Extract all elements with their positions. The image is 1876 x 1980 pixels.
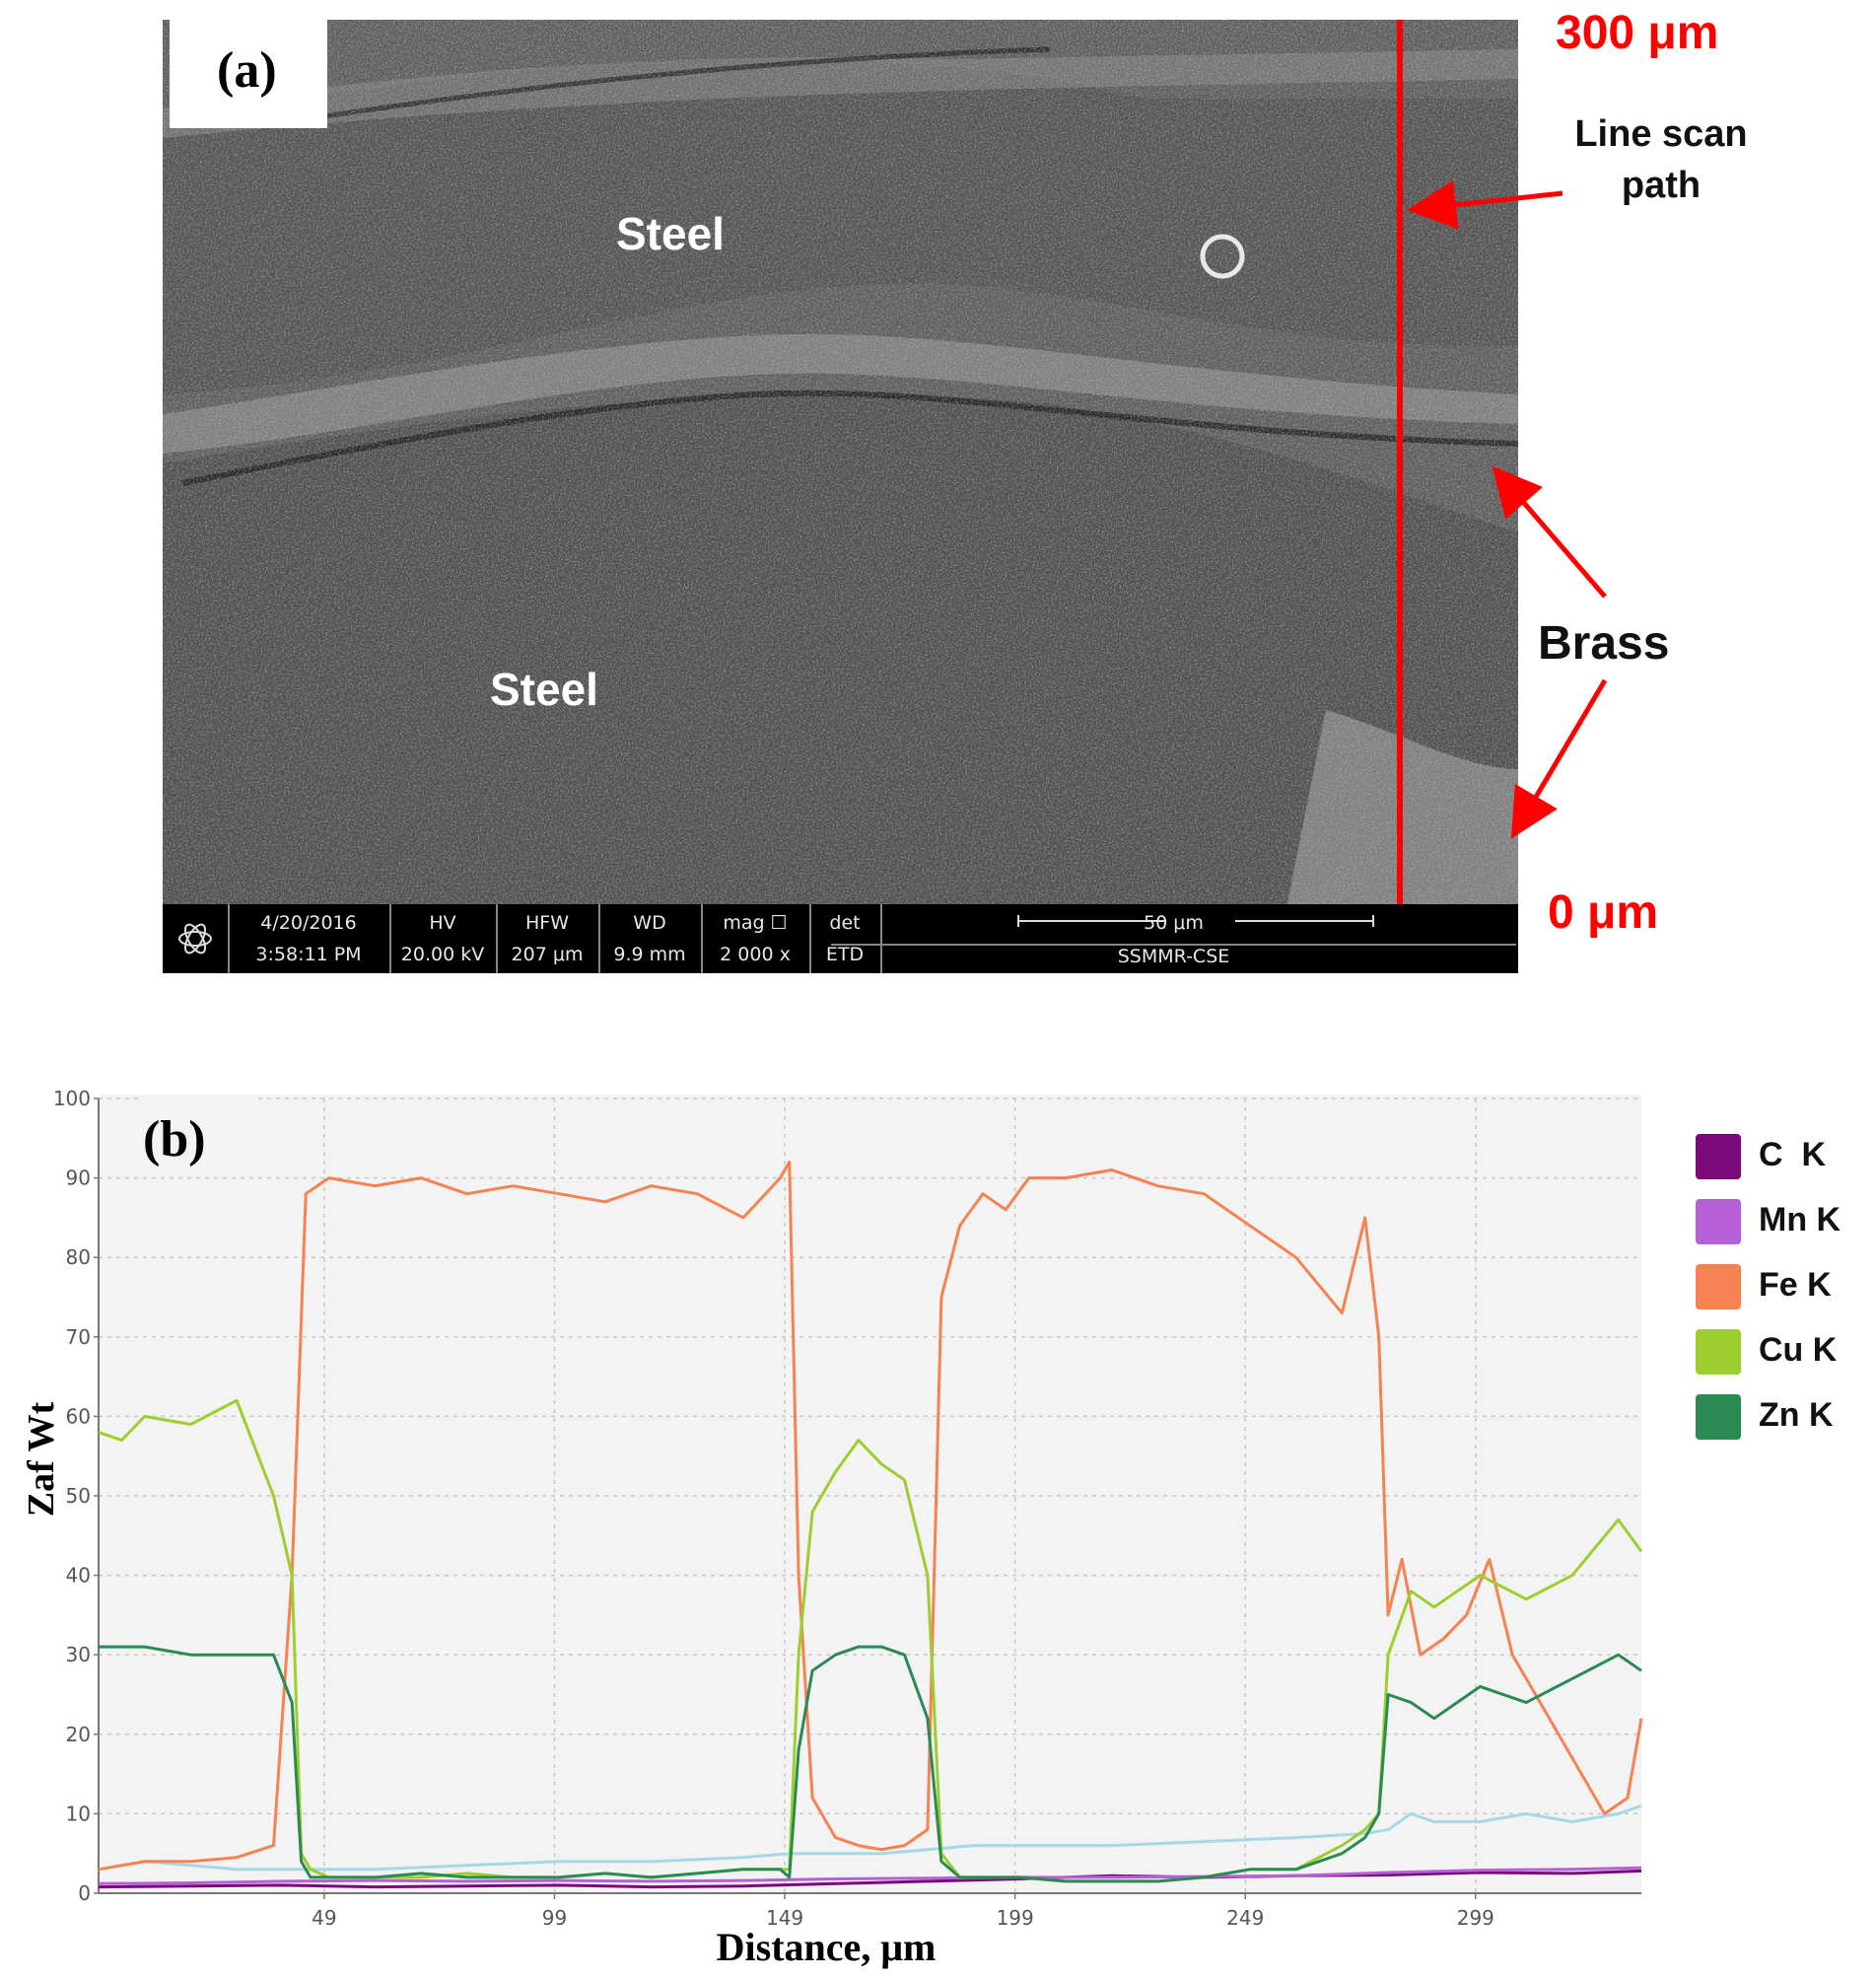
info-hfw-value: 207 μm [511, 944, 584, 965]
info-det-value: ETD [825, 944, 865, 965]
panel-a-label-box: (a) [170, 20, 327, 128]
y-tick-label: 70 [66, 1325, 91, 1349]
line-scan-label: Line scan path [1538, 108, 1784, 211]
y-tick-label: 10 [66, 1802, 91, 1825]
brass-arrow-lower [1510, 678, 1608, 839]
y-axis-label: Zaf Wt [21, 1401, 62, 1517]
y-tick-label: 0 [78, 1881, 91, 1905]
series-line-c-k [98, 1869, 1642, 1889]
legend-label: Fe K [1759, 1266, 1832, 1304]
fei-logo-icon [163, 904, 230, 973]
lab-name: SSMMR-CSE [831, 944, 1516, 967]
info-mag: mag ☐ 2 000 x [701, 904, 811, 973]
info-hfw: HFW 207 μm [496, 904, 600, 973]
panel-b-letter: (b) [143, 1111, 206, 1167]
legend-swatch [1696, 1329, 1741, 1375]
line-scan-label-line2: path [1621, 165, 1702, 206]
scale-bottom-label: 0 μm [1548, 886, 1659, 939]
y-tick-label: 20 [66, 1723, 91, 1746]
info-date: 4/20/2016 [260, 912, 357, 934]
info-det: det ETD [809, 904, 882, 973]
legend-label: Mn K [1759, 1201, 1841, 1238]
sem-micrograph: (a) Steel Steel [163, 20, 1518, 907]
scale-bar-label: 50 μm [1144, 912, 1204, 934]
info-hv: HV 20.00 kV [389, 904, 498, 973]
info-mag-label-text: mag [723, 912, 765, 934]
steel-label-upper: Steel [616, 208, 725, 259]
scale-top-label: 300 μm [1556, 7, 1719, 59]
x-tick-label: 199 [997, 1906, 1034, 1930]
y-tick-label: 60 [66, 1404, 91, 1428]
brass-label: Brass [1538, 617, 1670, 670]
info-datetime: 4/20/2016 3:58:11 PM [228, 904, 391, 973]
info-det-label: det [829, 912, 861, 934]
x-tick-label: 249 [1226, 1906, 1264, 1930]
frame-square-icon: ☐ [770, 912, 788, 934]
legend-label: Cu K [1759, 1331, 1838, 1369]
ylabel-bg [16, 1337, 63, 1590]
y-tick-label: 50 [66, 1484, 91, 1508]
scale-bar [1017, 915, 1374, 927]
legend-swatch [1696, 1264, 1741, 1309]
y-tick-label: 40 [66, 1564, 91, 1588]
sem-info-bar: 4/20/2016 3:58:11 PM HV 20.00 kV HFW 207… [163, 904, 1518, 973]
line-scan-chart: 0 10 20 30 40 50 60 70 80 90 100 49 99 149 199 249 299 (… [16, 1087, 1643, 1969]
x-tick-label: 99 [542, 1906, 567, 1930]
panel-b-letter-bg [141, 1096, 257, 1173]
info-time: 3:58:11 PM [255, 944, 362, 965]
steel-label-lower: Steel [490, 664, 598, 715]
annotation-arrows [1407, 179, 1608, 839]
info-scale: 50 μm SSMMR-CSE [831, 904, 1516, 973]
y-tick-label: 30 [66, 1643, 91, 1666]
panel-a-letter: (a) [217, 42, 277, 99]
info-mag-value: 2 000 x [720, 944, 791, 965]
info-hv-value: 20.00 kV [400, 944, 485, 965]
y-tick-label: 80 [66, 1245, 91, 1269]
info-hv-label: HV [429, 912, 456, 934]
series-line-mn-k [98, 1866, 1642, 1885]
series-line-fe-k [98, 1161, 1643, 1872]
line-scan-label-line1: Line scan [1574, 113, 1748, 155]
info-wd: WD 9.9 mm [598, 904, 703, 973]
x-axis-label: Distance, μm [717, 1925, 937, 1969]
tick-labels: 0 10 20 30 40 50 60 70 80 90 100 49 99 149 199 249 299 [53, 1087, 1494, 1930]
x-tick-label: 299 [1457, 1906, 1494, 1930]
plot-background [99, 1095, 1641, 1893]
info-wd-value: 9.9 mm [613, 944, 686, 965]
info-wd-label: WD [633, 912, 666, 934]
y-tick-label: 100 [53, 1087, 91, 1110]
y-tick-label: 90 [66, 1167, 91, 1190]
info-hfw-label: HFW [524, 912, 569, 934]
legend-label: C K [1759, 1136, 1826, 1173]
info-mag-label: mag ☐ [701, 912, 809, 934]
x-tick-label: 149 [766, 1906, 803, 1930]
axes [94, 1097, 1641, 1899]
line-scan-arrow [1407, 179, 1563, 230]
legend-swatch [1696, 1199, 1741, 1244]
x-tick-label: 49 [312, 1906, 336, 1930]
brass-arrow-upper [1492, 465, 1607, 599]
series-line-zn-k [99, 1645, 1642, 1883]
legend-label: Zn K [1759, 1396, 1834, 1434]
legend-swatch [1696, 1394, 1741, 1440]
sem-texture-image [163, 20, 1518, 907]
legend-swatch [1696, 1134, 1741, 1179]
series-lines [98, 1161, 1643, 1889]
